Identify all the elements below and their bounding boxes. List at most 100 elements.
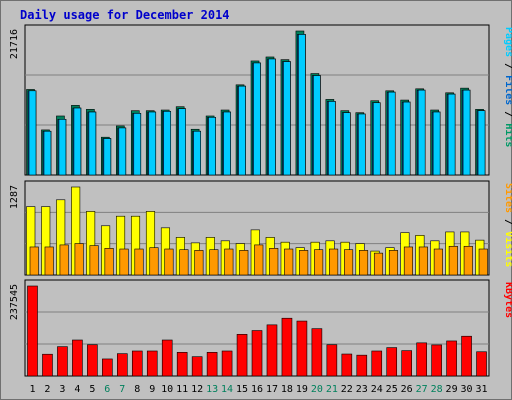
chart-title: Daily usage for December 2014 [20,8,230,22]
bar-pages-day-14-body [223,111,231,176]
bar-pages-day-4-body [73,107,82,176]
bar-sites-day-14 [224,248,234,276]
bar-kbytes-day-11 [176,352,188,377]
bar-pages-day-8-body [133,113,142,176]
bar-pages-day-3-body [58,118,67,176]
bar-sites-day-31 [478,248,488,276]
x-tick-label-day-24: 24 [371,384,383,395]
bar-kbytes-day-2 [42,353,53,377]
bar-pages-day-28 [432,111,441,176]
bar-pages-day-18-body [283,61,291,176]
bar-kbytes-day-20 [311,328,323,377]
bar-pages-day-31-body [477,110,486,176]
legend-part-4: Hits [503,123,512,147]
bar-kbytes-day-31 [476,351,487,377]
x-axis: 1 2 3 4 5 6 7 8 9 10 11 12 13 14 15 16 17 18 19 20 21 22 23 24 2… [29,384,487,395]
bar-pages-day-21-body [328,101,336,176]
bar-pages-day-6-body [103,138,112,176]
panel-3-bars [27,285,487,377]
x-tick-label-day-31: 31 [475,384,487,395]
bar-kbytes-day-10-body [161,339,173,377]
bar-pages-day-29 [447,93,456,176]
x-tick-label-day-25: 25 [386,384,398,395]
bar-pages-day-4 [73,107,82,176]
bar-pages-day-10 [163,111,172,176]
bar-pages-day-5-body [88,111,97,176]
bar-kbytes-day-29 [446,340,457,377]
legend-part-2: Files [503,75,512,105]
bar-pages-day-25-body [387,91,396,176]
panel-2-max-label: 1287 [9,185,20,209]
bar-pages-day-15-body [238,85,246,176]
bar-sites-day-21-body [329,248,339,276]
bar-sites-day-26-body [403,246,413,276]
bar-sites-day-23 [358,250,369,276]
x-tick-label-day-9: 9 [149,384,155,395]
bar-kbytes-day-17 [266,324,278,377]
bar-sites-day-5 [89,245,99,276]
x-tick-label-day-10: 10 [161,384,173,395]
panel-1-bars [26,30,486,176]
bar-sites-day-27-body [418,246,428,276]
bar-sites-day-15 [239,250,249,276]
bar-kbytes-day-16 [251,330,263,377]
bar-sites-day-30-body [463,245,473,276]
bar-sites-day-17 [269,248,279,276]
bar-sites-day-8 [134,248,144,276]
x-tick-label-day-6: 6 [104,384,110,395]
bar-sites-day-6 [104,248,114,276]
bar-pages-day-17 [268,58,276,176]
bar-kbytes-day-18 [281,317,293,377]
bar-sites-day-28-body [433,248,443,276]
bar-kbytes-day-25 [386,347,398,377]
bar-sites-day-7 [119,248,129,276]
x-tick-label-day-7: 7 [119,384,125,395]
bar-kbytes-day-4-body [72,339,83,377]
bar-kbytes-day-24-body [371,350,383,377]
bar-sites-day-29-body [448,245,458,276]
bar-pages-day-7 [118,127,127,176]
bar-pages-day-11-body [178,108,186,176]
bar-kbytes-day-7-body [117,353,128,377]
bar-pages-day-15 [238,85,246,176]
bar-pages-day-19 [298,34,306,176]
bar-pages-day-8 [133,113,142,176]
bar-kbytes-day-7 [117,353,128,377]
bar-kbytes-day-25-body [386,347,398,377]
x-tick-label-day-20: 20 [311,384,323,395]
bar-kbytes-day-29-body [446,340,457,377]
bar-sites-day-10 [164,248,174,276]
bar-sites-day-14-body [224,248,234,276]
bar-pages-day-6 [103,138,112,176]
legend-part-0: Pages [503,27,512,57]
bar-sites-day-20-body [314,249,324,276]
bar-pages-day-2-body [43,130,52,176]
bar-pages-day-12 [193,130,201,176]
panel-1-legend: Pages / Files / Hits [503,27,512,147]
bar-sites-day-16 [254,244,264,276]
bar-kbytes-day-23-body [356,354,368,377]
x-tick-label-day-21: 21 [326,384,338,395]
bar-kbytes-day-4 [72,339,83,377]
bar-sites-day-12 [194,250,204,276]
bar-kbytes-day-14 [221,350,233,377]
bar-sites-day-24-body [373,252,384,276]
bar-pages-day-30 [462,89,471,176]
x-tick-label-day-4: 4 [74,384,80,395]
legend-part-0: Sites [503,183,512,213]
bar-sites-day-21 [329,248,339,276]
bar-pages-day-3 [58,118,67,176]
bar-pages-day-13 [208,117,216,176]
bar-sites-day-17-body [269,248,279,276]
panel-1-max-label: 21716 [9,29,20,59]
chart-panels: 21716 Pages / Files / Hits 1287 Sites / Vis… [9,24,512,377]
x-tick-label-day-29: 29 [446,384,458,395]
legend-part-0: KBytes [503,282,512,318]
bar-sites-day-13 [209,249,219,276]
bar-pages-day-26 [402,101,411,176]
bar-sites-day-10-body [164,248,174,276]
bar-kbytes-day-9-body [146,350,158,377]
bar-pages-day-28-body [432,111,441,176]
bar-sites-day-18-body [284,248,294,276]
